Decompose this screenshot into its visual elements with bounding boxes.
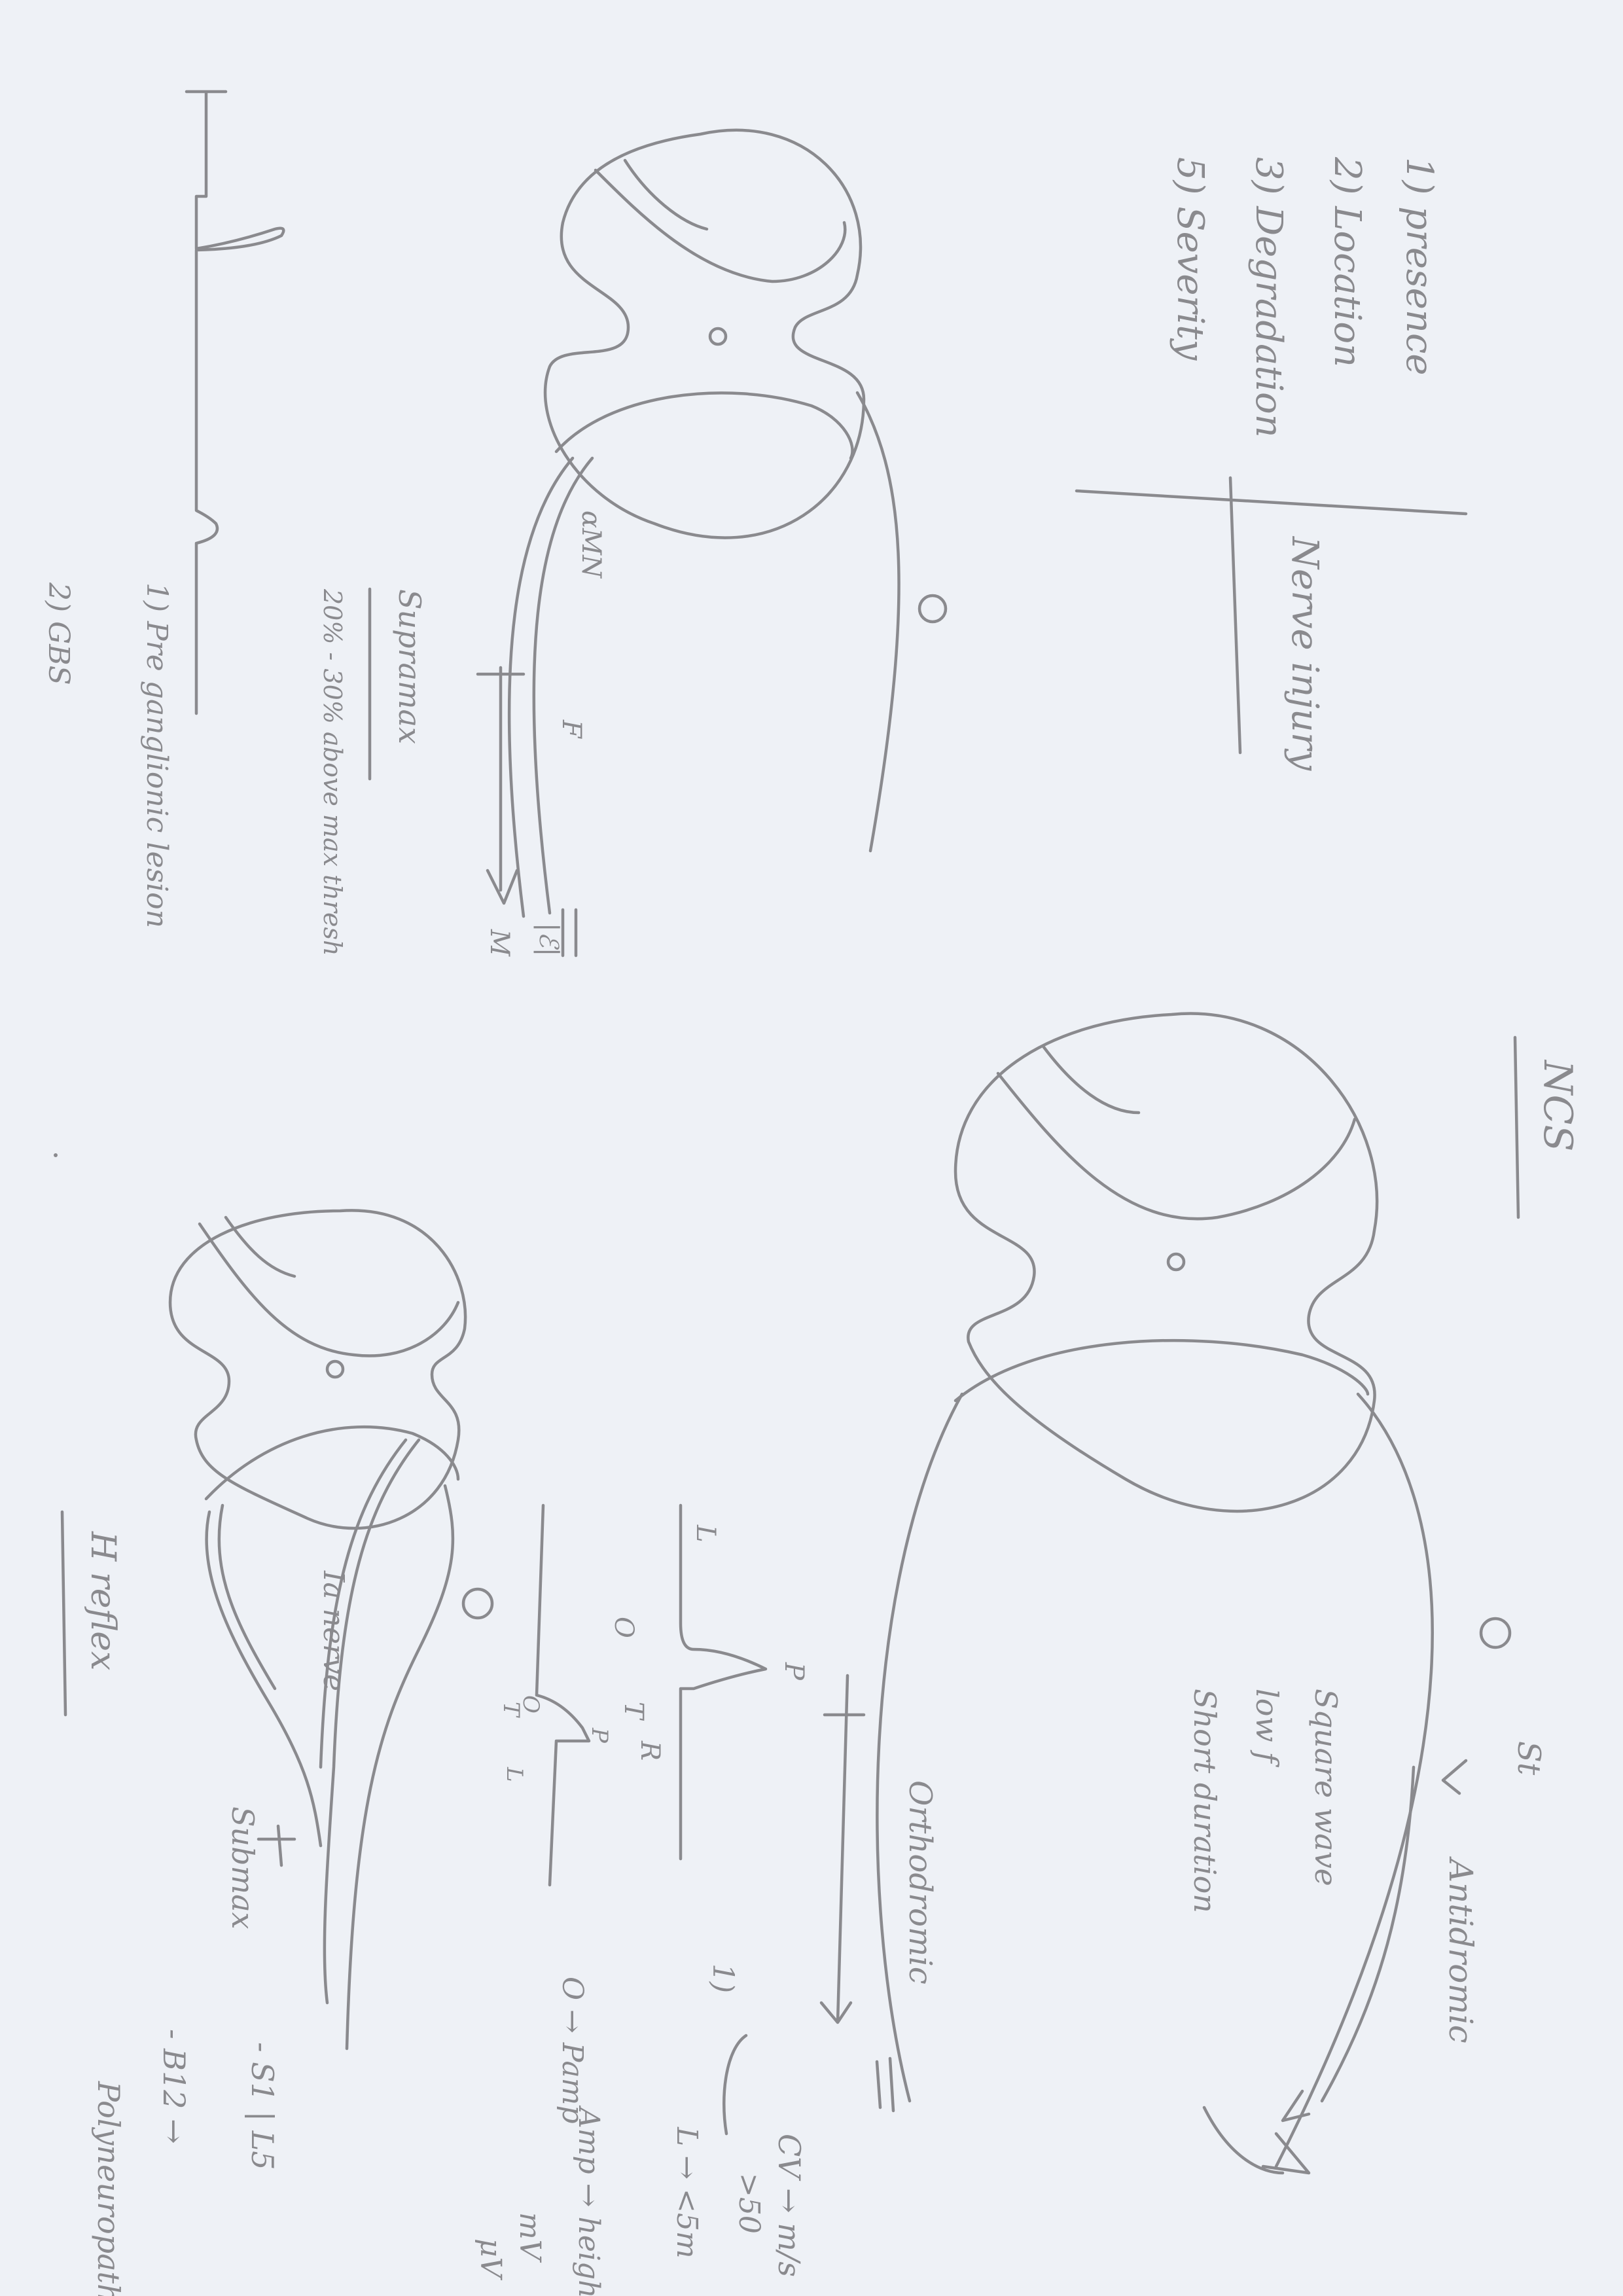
wave-label-p-top: P (779, 1662, 809, 1681)
nerve-injury-note: Nerve injury (1283, 535, 1326, 772)
ncs-title-underline (1513, 1035, 1520, 1219)
note-pre-ganglionic: 1) Pre ganglionic lesion (140, 583, 173, 928)
wave-label-t-top: T (618, 1702, 649, 1721)
note-mv: mV (513, 2212, 546, 2263)
muscle-symbol-top: |ℰ| (533, 923, 563, 956)
submax-label: Submax (225, 1806, 260, 1929)
h-reflex-title: H reflex (83, 1531, 122, 1670)
top-list: 1) presence 2) Location 3) Degradation 5… (1075, 156, 1468, 772)
ecg-trace-top (185, 90, 285, 715)
stim-desc-duration: Short duration (1187, 1689, 1222, 1913)
left-notes: 1) Pre ganglionic lesion 2) GBS (42, 582, 173, 928)
note-b12: - B12 → (156, 2029, 192, 2144)
supramax-subtext: 20% - 30% above max thresh (318, 588, 347, 956)
label-f: F (556, 719, 586, 739)
supramax-note: Supramax 20% - 30% above max thresh (318, 587, 427, 956)
orthodromic-label: Orthodromic (902, 1780, 938, 1984)
wave-label-l-top: L (690, 1524, 721, 1543)
spinal-cord-top (476, 128, 948, 958)
stim-desc-square: Square wave (1308, 1689, 1344, 1886)
note-o-pamp: O → Pamp (556, 1977, 589, 2124)
stim-label-st: St (1510, 1741, 1547, 1776)
note-50: >50 (732, 2173, 766, 2234)
waveform-traces (535, 1503, 768, 1887)
note-brace (722, 2034, 748, 2136)
note-cv: CV → m/s (772, 2134, 807, 2277)
h-reflex-notes: - S1 | L5 - B12 → Polyneuropathy (91, 2029, 280, 2296)
antidromic-label: Antidromic (1442, 1856, 1480, 2043)
note-uv: μV (474, 2238, 507, 2281)
note-gbs: 2) GBS (42, 582, 75, 685)
label-m: M (484, 929, 514, 957)
pencil-dot (54, 1153, 58, 1157)
wave-label-o-bottom: O (518, 1695, 544, 1713)
wave-label-p-bottom: P (586, 1727, 613, 1744)
supramax-heading: Supramax (392, 589, 427, 744)
note-s1-l5: - S1 | L5 (245, 2042, 280, 2170)
wave-label-o-top: O (609, 1617, 639, 1638)
list-item-location: 2) Location (1326, 156, 1368, 367)
list-item-degradation: 3) Degradation (1247, 157, 1290, 438)
h-reflex-underline (60, 1510, 67, 1717)
waveform-notes: 1) CV → m/s >50 L → <5m O → Pamp Amp → h… (474, 1964, 807, 2296)
note-latency: L → <5m (670, 2126, 704, 2259)
wave-label-l-bottom: L (501, 1767, 527, 1782)
note-1: 1) (706, 1964, 740, 1993)
ncs-title: NCS (1535, 1059, 1580, 1152)
stim-desc-low-f: low f (1249, 1689, 1285, 1767)
wave-label-r: R (635, 1740, 665, 1761)
note-amp: Amp → height (572, 2105, 605, 2296)
label-alpha-mn: αMN (576, 511, 606, 579)
wave-label-t-bottom: T (498, 1702, 524, 1718)
spinal-cord-ncs (819, 1012, 1512, 2175)
list-item-presence: 1) presence (1398, 157, 1440, 375)
spinal-cord-h-reflex (168, 1209, 494, 2051)
list-item-severity: 5) Severity (1169, 157, 1211, 361)
note-polyneuropathy: Polyneuropathy (91, 2081, 126, 2296)
ia-nerve-label: Ia nerve (317, 1570, 350, 1691)
